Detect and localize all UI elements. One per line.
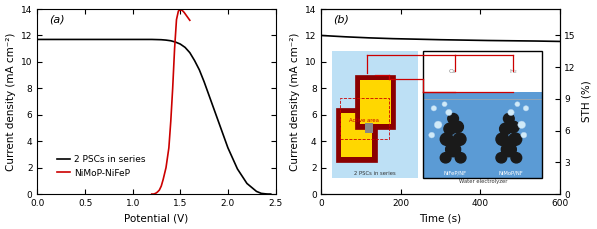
NiMoP-NiFeP <box>165 146 173 149</box>
2 PSCs in series <box>201 80 208 83</box>
NiMoP-NiFeP <box>183 14 190 16</box>
NiMoP-NiFeP <box>152 192 159 195</box>
NiMoP-NiFeP <box>177 8 184 11</box>
Text: (a): (a) <box>50 15 65 25</box>
2 PSCs in series <box>34 38 41 41</box>
2 PSCs in series <box>263 193 270 195</box>
NiMoP-NiFeP <box>154 191 161 194</box>
NiMoP-NiFeP <box>162 166 170 169</box>
NiMoP-NiFeP <box>148 193 155 195</box>
2 PSCs in series <box>191 59 198 62</box>
2 PSCs in series <box>162 39 170 41</box>
2 PSCs in series <box>63 38 70 41</box>
Legend: 2 PSCs in series, NiMoP-NiFeP: 2 PSCs in series, NiMoP-NiFeP <box>54 152 148 180</box>
2 PSCs in series <box>91 38 98 41</box>
2 PSCs in series <box>215 120 222 123</box>
NiMoP-NiFeP <box>167 120 174 123</box>
NiMoP-NiFeP <box>180 11 187 14</box>
NiMoP-NiFeP <box>186 19 193 22</box>
2 PSCs in series <box>196 68 203 71</box>
Y-axis label: Current density (mA cm⁻²): Current density (mA cm⁻²) <box>290 32 300 171</box>
X-axis label: Time (s): Time (s) <box>420 213 461 224</box>
NiMoP-NiFeP <box>175 10 182 12</box>
Y-axis label: Current density (mA cm⁻²): Current density (mA cm⁻²) <box>5 32 16 171</box>
NiMoP-NiFeP <box>184 16 192 19</box>
2 PSCs in series <box>258 192 265 195</box>
2 PSCs in series <box>267 193 275 195</box>
NiMoP-NiFeP <box>150 193 157 195</box>
2 PSCs in series <box>181 46 189 49</box>
Line: 2 PSCs in series: 2 PSCs in series <box>38 39 271 194</box>
2 PSCs in series <box>224 146 232 149</box>
NiMoP-NiFeP <box>173 18 180 21</box>
2 PSCs in series <box>234 168 241 170</box>
Y-axis label: STH (%): STH (%) <box>581 81 592 123</box>
NiMoP-NiFeP <box>158 185 165 188</box>
2 PSCs in series <box>139 38 146 41</box>
2 PSCs in series <box>186 51 193 54</box>
2 PSCs in series <box>167 39 174 42</box>
NiMoP-NiFeP <box>169 87 176 90</box>
NiMoP-NiFeP <box>159 178 167 181</box>
Line: NiMoP-NiFeP: NiMoP-NiFeP <box>152 10 190 194</box>
NiMoP-NiFeP <box>171 47 178 50</box>
NiMoP-NiFeP <box>179 9 186 12</box>
2 PSCs in series <box>244 182 251 185</box>
NiMoP-NiFeP <box>156 189 163 191</box>
2 PSCs in series <box>177 43 184 45</box>
2 PSCs in series <box>158 38 165 41</box>
2 PSCs in series <box>172 41 179 44</box>
2 PSCs in series <box>264 193 272 195</box>
2 PSCs in series <box>205 94 213 96</box>
2 PSCs in series <box>119 38 127 41</box>
2 PSCs in series <box>148 38 155 41</box>
Text: (b): (b) <box>333 15 349 25</box>
2 PSCs in series <box>253 190 260 193</box>
X-axis label: Potential (V): Potential (V) <box>124 213 189 224</box>
